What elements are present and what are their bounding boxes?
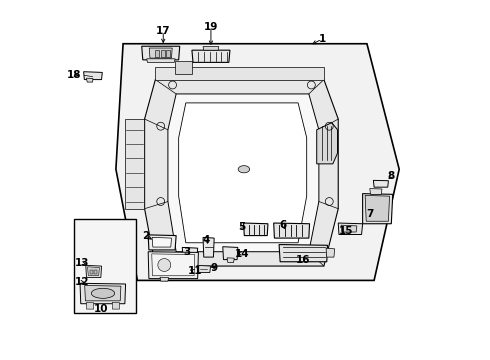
Text: 15: 15 (339, 226, 353, 236)
Text: 8: 8 (388, 171, 395, 181)
Polygon shape (88, 267, 99, 275)
Text: 14: 14 (235, 248, 249, 258)
Polygon shape (363, 194, 393, 224)
Polygon shape (365, 195, 390, 221)
Polygon shape (373, 180, 389, 187)
Text: 18: 18 (66, 70, 81, 80)
Polygon shape (125, 119, 144, 209)
Polygon shape (174, 267, 188, 273)
Bar (155, 50, 159, 57)
Polygon shape (142, 46, 180, 60)
Circle shape (158, 258, 171, 271)
Polygon shape (116, 44, 399, 280)
Polygon shape (203, 237, 214, 257)
Polygon shape (338, 223, 363, 234)
Polygon shape (160, 277, 169, 281)
Polygon shape (147, 59, 175, 62)
Polygon shape (184, 259, 193, 266)
Bar (95, 270, 97, 274)
Text: 19: 19 (204, 22, 218, 32)
Polygon shape (168, 94, 319, 252)
Bar (161, 50, 165, 57)
Polygon shape (148, 235, 176, 250)
Polygon shape (326, 248, 335, 257)
Bar (74, 220, 136, 313)
Polygon shape (223, 247, 238, 260)
Bar (90, 270, 93, 274)
Text: 9: 9 (211, 262, 218, 273)
Polygon shape (87, 302, 94, 309)
Polygon shape (112, 302, 120, 309)
Bar (175, 60, 192, 74)
Text: 13: 13 (75, 258, 90, 268)
Polygon shape (182, 247, 197, 261)
Polygon shape (227, 258, 234, 262)
Polygon shape (149, 48, 172, 58)
Polygon shape (203, 46, 219, 50)
Polygon shape (279, 244, 327, 262)
Polygon shape (84, 72, 102, 80)
Polygon shape (197, 265, 211, 273)
Text: 10: 10 (94, 304, 108, 314)
Text: 11: 11 (188, 266, 202, 276)
Text: 6: 6 (279, 220, 286, 230)
Text: 3: 3 (183, 247, 190, 257)
Ellipse shape (91, 288, 115, 298)
Bar (166, 50, 171, 57)
Polygon shape (341, 225, 357, 232)
Polygon shape (179, 103, 307, 243)
Text: 7: 7 (366, 209, 373, 219)
Polygon shape (155, 67, 324, 80)
Polygon shape (80, 283, 125, 304)
Text: 17: 17 (156, 26, 171, 36)
Polygon shape (152, 237, 172, 247)
Polygon shape (87, 78, 93, 82)
Text: 2: 2 (142, 231, 149, 240)
Text: 12: 12 (75, 277, 90, 287)
Polygon shape (370, 189, 382, 194)
Polygon shape (317, 123, 338, 164)
Text: 5: 5 (238, 222, 245, 231)
Polygon shape (86, 265, 101, 278)
Polygon shape (192, 50, 230, 62)
Text: 16: 16 (296, 255, 311, 265)
Ellipse shape (238, 166, 250, 173)
Text: 4: 4 (203, 235, 210, 245)
Text: 1: 1 (318, 34, 326, 44)
Polygon shape (145, 80, 338, 266)
Polygon shape (148, 252, 198, 279)
Polygon shape (85, 285, 121, 301)
Polygon shape (244, 223, 268, 235)
Polygon shape (274, 223, 310, 238)
Polygon shape (152, 254, 195, 276)
